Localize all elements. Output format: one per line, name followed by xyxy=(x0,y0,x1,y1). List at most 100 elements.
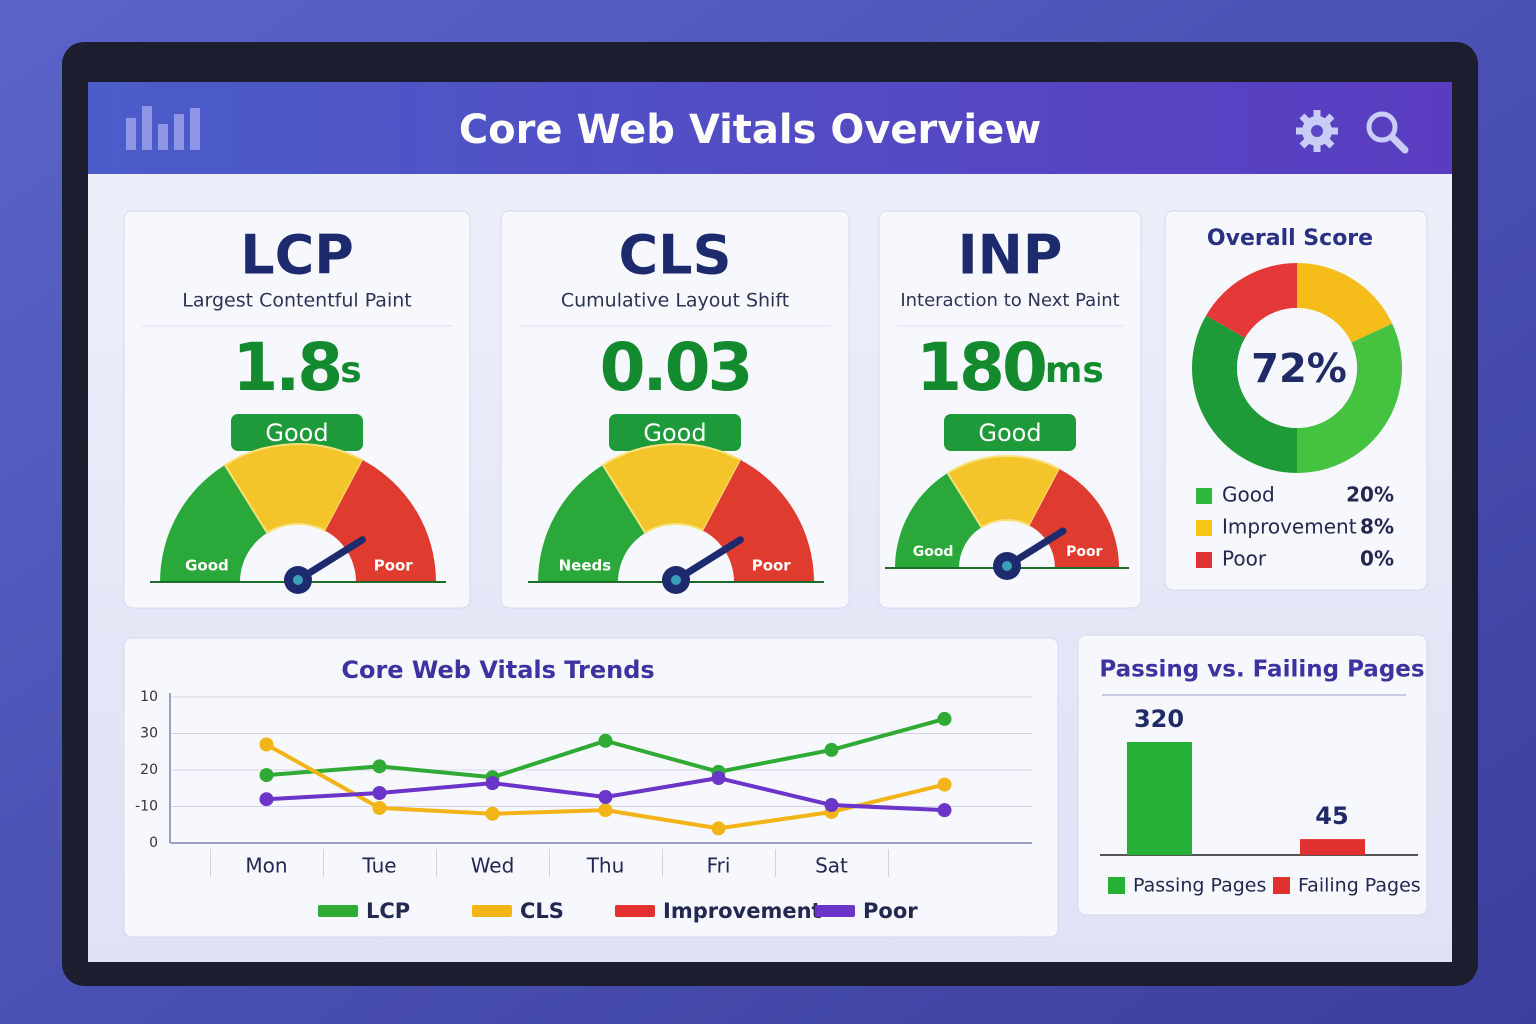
donut-segment xyxy=(1297,263,1393,343)
status-badge xyxy=(944,414,1076,451)
series-point xyxy=(824,742,839,757)
gauge-poor xyxy=(325,460,436,582)
logo-icon xyxy=(126,106,200,150)
series-point xyxy=(259,792,274,807)
gauge-needs xyxy=(223,443,365,535)
gauge-needs xyxy=(601,443,743,535)
gauge-poor xyxy=(703,460,814,582)
metric-subtitle: Interaction to Next Paint xyxy=(900,290,1119,311)
gauge-high-label: Poor xyxy=(752,557,792,575)
status-label: Good xyxy=(265,419,328,447)
x-tick-label: Wed xyxy=(471,854,515,878)
overall-score: 72% xyxy=(1251,346,1347,392)
status-badge xyxy=(231,414,363,451)
series-point xyxy=(937,803,952,818)
status-badge xyxy=(609,414,741,451)
gauge-good xyxy=(538,464,646,582)
bar-value-label: 45 xyxy=(1315,802,1348,830)
legend-label: Improvement xyxy=(1222,515,1357,539)
legend-swatch xyxy=(1196,488,1212,504)
gauge-hub-center xyxy=(1002,561,1012,571)
bar xyxy=(1127,742,1192,855)
metric-value: 0.03 xyxy=(600,329,751,406)
metric-name: INP xyxy=(958,224,1063,287)
metric-value-number: 0.03 xyxy=(600,329,751,406)
gauge-high-label: Poor xyxy=(374,557,414,575)
gauge-hub-center xyxy=(293,575,303,585)
search-icon[interactable] xyxy=(1366,111,1409,154)
legend-label: Passing Pages xyxy=(1133,875,1266,897)
overall-title: Overall Score xyxy=(1207,226,1373,251)
y-tick-label: 0 xyxy=(149,835,158,851)
legend-swatch xyxy=(318,905,358,917)
gauge-low-label: Good xyxy=(913,544,954,560)
metric-name: CLS xyxy=(619,224,732,287)
chart-title: Core Web Vitals Trends xyxy=(341,656,654,684)
legend-swatch xyxy=(1108,877,1125,894)
series-point xyxy=(259,737,274,752)
legend-label: Poor xyxy=(863,899,918,923)
legend-label: Poor xyxy=(1222,547,1267,571)
series-point xyxy=(711,771,726,786)
series-point xyxy=(372,759,387,774)
donut-hole xyxy=(1237,308,1357,428)
card xyxy=(123,637,1059,938)
x-tick-label: Mon xyxy=(245,854,287,878)
legend-swatch xyxy=(615,905,655,917)
series-point xyxy=(598,733,613,748)
series-point xyxy=(259,768,274,783)
legend-label: Good xyxy=(1222,483,1275,507)
x-tick-label: Thu xyxy=(586,854,625,878)
series-point xyxy=(372,800,387,815)
series-point xyxy=(937,777,952,792)
series-point xyxy=(598,790,613,805)
legend-swatch xyxy=(1196,552,1212,568)
chart-title: Passing vs. Failing Pages xyxy=(1099,657,1424,683)
gauge-low-label: Needs xyxy=(559,557,612,575)
metric-name: LCP xyxy=(240,224,354,287)
gauge-low-label: Good xyxy=(185,557,229,575)
legend-label: Improvement xyxy=(663,899,822,923)
metric-value: 1.8s xyxy=(232,329,361,406)
x-tick-label: Fri xyxy=(707,854,731,878)
status-label: Good xyxy=(643,419,706,447)
gauge-poor xyxy=(1029,469,1119,568)
gauge-good xyxy=(160,464,268,582)
metric-unit: ms xyxy=(1045,350,1104,391)
series-point xyxy=(937,711,952,726)
legend-swatch xyxy=(815,905,855,917)
series-point xyxy=(372,785,387,800)
legend-label: Failing Pages xyxy=(1298,875,1421,897)
bar-value-label: 320 xyxy=(1134,705,1184,733)
y-tick-label: -10 xyxy=(135,799,158,815)
legend-value: 0% xyxy=(1360,547,1394,571)
series-point xyxy=(711,821,726,836)
metric-value-number: 180 xyxy=(916,329,1045,406)
gauge-high-label: Poor xyxy=(1066,544,1102,560)
x-tick-label: Sat xyxy=(815,854,848,878)
metric-value: 180ms xyxy=(916,329,1104,406)
series-point xyxy=(485,776,500,791)
series-point xyxy=(598,803,613,818)
x-tick-label: Tue xyxy=(361,854,396,878)
bar xyxy=(1300,839,1365,855)
metric-value-number: 1.8 xyxy=(232,329,340,406)
y-tick-label: 30 xyxy=(140,726,158,742)
header-bar xyxy=(88,82,1452,174)
metric-subtitle: Largest Contentful Paint xyxy=(182,290,411,312)
legend-swatch xyxy=(472,905,512,917)
donut-segment xyxy=(1192,315,1297,473)
legend-label: CLS xyxy=(520,899,564,923)
legend-swatch xyxy=(1273,877,1290,894)
gauge-good xyxy=(895,473,982,568)
donut-segment xyxy=(1206,263,1297,338)
legend-swatch xyxy=(1196,520,1212,536)
legend-label: LCP xyxy=(366,899,410,923)
series-point xyxy=(824,798,839,813)
settings-icon[interactable] xyxy=(1296,110,1338,152)
header-title: Core Web Vitals Overview xyxy=(459,107,1041,153)
legend-value: 8% xyxy=(1360,515,1394,539)
gauge-needs xyxy=(946,455,1061,529)
